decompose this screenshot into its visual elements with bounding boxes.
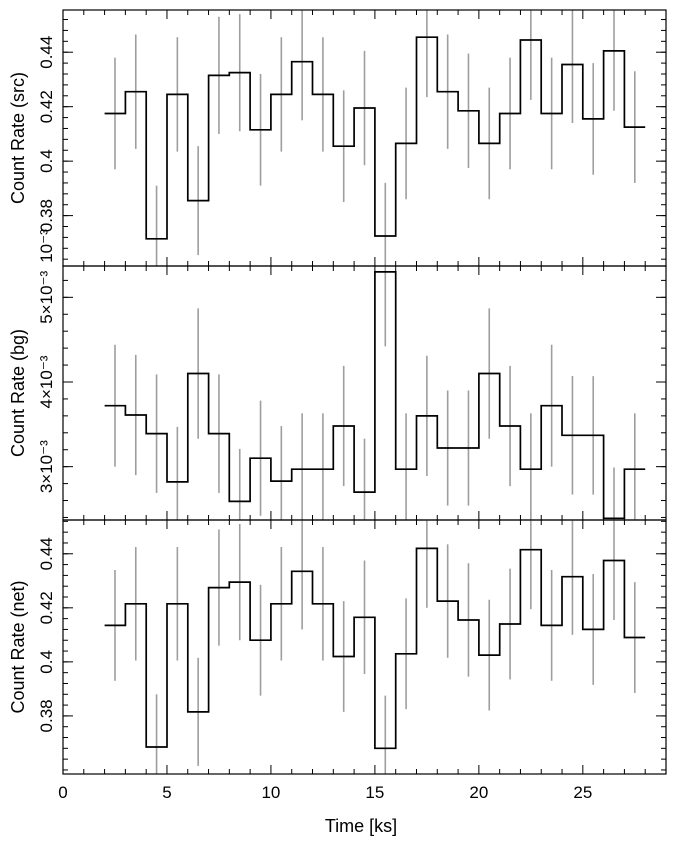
x-tick-label: 25: [573, 783, 592, 802]
panels-layer: 0.38 0.4 0.42 0.44 10⁻³ Count Rate (src) 3×10⁻…: [8, 9, 667, 802]
y-tick-label-net: 0.38: [37, 699, 56, 732]
x-axis-label: Time [ks]: [325, 816, 397, 836]
y-tick-label-src: 0.4: [37, 149, 56, 173]
panel-data-bg: [104, 266, 646, 520]
y-axis-label-net: Count Rate (net): [8, 580, 28, 713]
x-tick-label: 10: [261, 783, 280, 802]
step-line-src: [104, 36, 646, 240]
panel-bg: 3×10⁻³ 4×10⁻³ 5×10⁻³ Count Rate (bg): [8, 265, 667, 521]
y-scale-prefix-src: 10⁻³: [37, 229, 56, 263]
y-tick-label-net: 0.4: [37, 650, 56, 674]
y-tick-label-src: 0.42: [37, 90, 56, 123]
y-tick-label-net: 0.44: [37, 537, 56, 570]
x-tick-label: 15: [365, 783, 384, 802]
panel-data-src: [104, 10, 646, 266]
y-tick-label-bg: 4×10⁻³: [37, 355, 56, 408]
x-tick-label: 5: [162, 783, 171, 802]
y-tick-label-src: 0.38: [37, 199, 56, 232]
x-tick-label: 0: [58, 783, 67, 802]
panel-frame-net: [62, 519, 667, 775]
y-axis-label-src: Count Rate (src): [8, 72, 28, 204]
y-tick-label-net: 0.42: [37, 591, 56, 624]
panel-src: 0.38 0.4 0.42 0.44 10⁻³ Count Rate (src): [8, 9, 667, 267]
panel-net: 0.38 0.4 0.42 0.44 Count Rate (net): [8, 519, 667, 775]
step-line-net: [104, 547, 646, 750]
y-tick-label-bg: 5×10⁻³: [37, 271, 56, 324]
y-tick-label-src: 0.44: [37, 36, 56, 69]
panel-data-net: [104, 520, 646, 774]
y-axis-label-bg: Count Rate (bg): [8, 329, 28, 457]
y-tick-label-bg: 3×10⁻³: [37, 440, 56, 493]
step-line-bg: [104, 271, 646, 520]
x-tick-label: 20: [469, 783, 488, 802]
